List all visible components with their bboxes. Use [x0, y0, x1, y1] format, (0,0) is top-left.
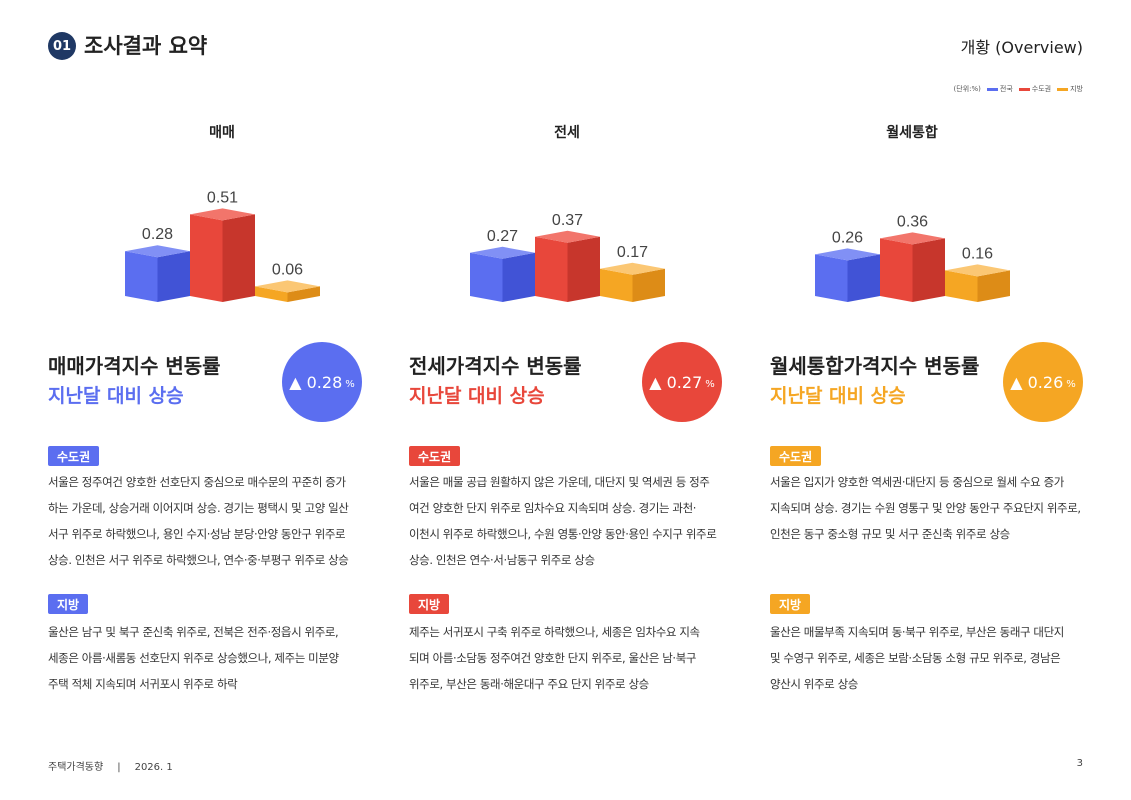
legend-swatch	[1018, 87, 1030, 91]
chart-title-monthly-rent: 월세통합	[886, 125, 938, 141]
data-label: 0.17	[617, 244, 648, 261]
bar-전국	[125, 245, 190, 302]
data-label: 0.36	[897, 213, 928, 230]
bar-지방	[600, 262, 665, 302]
bar-chart-jeonse: 0.27 0.37 0.17	[470, 212, 665, 302]
rate-value: ▲ 0.28	[289, 372, 343, 392]
legend-label: 전국	[999, 85, 1013, 93]
data-label: 0.27	[487, 228, 518, 245]
bar-전국	[815, 248, 880, 302]
legend-label: 지방	[1070, 85, 1083, 93]
rate-unit: %	[1066, 378, 1076, 390]
rate-unit: %	[705, 378, 715, 390]
rate-circle-jeonse: ▲ 0.27%	[642, 342, 722, 422]
chart-title-jeonse: 전세	[554, 125, 580, 141]
paragraph-capital-jeonse: 서울은 매물 공급 원활하지 않은 가운데, 대단지 및 역세권 등 정주 여건…	[409, 469, 727, 573]
text-line: 세종은 아름·새롬동 선호단지 위주로 상승했으나, 제주는 미분양	[48, 651, 339, 665]
legend: (단위:%) 전국 수도권 지방	[954, 84, 1083, 94]
bar-수도권	[535, 230, 600, 302]
page-category: 개황 (Overview)	[960, 38, 1083, 57]
text-line: 위주로, 부산은 동래·해운대구 주요 단지 위주로 상승	[409, 677, 649, 691]
data-label: 0.51	[207, 189, 238, 206]
data-label: 0.06	[272, 261, 303, 278]
legend-item-national: 전국	[986, 84, 1013, 94]
badge-region-sale: 지방	[48, 594, 89, 614]
rate-value: ▲ 0.27	[649, 372, 703, 392]
footer-date: 2026. 1	[134, 762, 173, 773]
text-line: 되며 아름·소담동 정주여건 양호한 단지 위주로, 울산은 남·북구	[409, 651, 697, 665]
text-line: 이천시 위주로 하락했으나, 수원 영통·안양 동안·용인 수지구 위주로	[409, 527, 717, 541]
bar-수도권	[190, 208, 255, 302]
text-line: 및 수영구 위주로, 세종은 보람·소담동 소형 규모 위주로, 경남은	[770, 651, 1061, 665]
text-line: 하는 가운데, 상승거래 이어지며 상승. 경기는 평택시 및 고양 일산	[48, 501, 349, 515]
section-title-monthly-rent: 월세통합가격지수 변동률	[770, 354, 980, 378]
section-subtitle-sale: 지난달 대비 상승	[48, 385, 184, 407]
bar-지방	[945, 264, 1010, 302]
text-line: 상승. 인천은 서구 위주로 하락했으나, 연수·중·부평구 위주로 상승	[48, 553, 349, 567]
data-label: 0.28	[142, 226, 173, 243]
badge-region-monthly-rent: 지방	[770, 594, 811, 614]
legend-swatch	[1057, 87, 1069, 91]
text-line: 지속되며 상승. 경기는 수원 영통구 및 안양 동안구 주요단지 위주로,	[770, 501, 1081, 515]
text-line: 서울은 입지가 양호한 역세권·대단지 등 중심으로 월세 수요 증가	[770, 475, 1064, 489]
paragraph-region-monthly-rent: 울산은 매물부족 지속되며 동·북구 위주로, 부산은 동래구 대단지 및 수영…	[770, 619, 1088, 697]
legend-unit: (단위:%)	[953, 85, 981, 93]
page-number: 3	[1076, 758, 1083, 769]
legend-swatch	[986, 87, 998, 91]
paragraph-region-sale: 울산은 남구 및 북구 준신축 위주로, 전북은 전주·정읍시 위주로, 세종은…	[48, 619, 366, 697]
bar-수도권	[880, 232, 945, 302]
rate-circle-sale: ▲ 0.28%	[282, 342, 362, 422]
text-line: 서구 위주로 하락했으나, 용인 수지·성남 분당·안양 동안구 위주로	[48, 527, 346, 541]
paragraph-region-jeonse: 제주는 서귀포시 구축 위주로 하락했으나, 세종은 임차수요 지속 되며 아름…	[409, 619, 727, 697]
section-title-sale: 매매가격지수 변동률	[48, 354, 221, 378]
bar-지방	[255, 280, 320, 302]
text-line: 인천은 동구 중소형 규모 및 서구 준신축 위주로 상승	[770, 527, 1010, 541]
rate-unit: %	[345, 378, 355, 390]
section-subtitle-monthly-rent: 지난달 대비 상승	[770, 385, 906, 407]
bar-전국	[470, 246, 535, 302]
footer: 주택가격동향 | 2026. 1	[48, 758, 173, 773]
data-label: 0.26	[832, 229, 863, 246]
legend-item-capital: 수도권	[1018, 84, 1052, 94]
text-line: 주택 적체 지속되며 서귀포시 위주로 하락	[48, 677, 238, 691]
badge-capital-jeonse: 수도권	[409, 446, 461, 466]
data-label: 0.37	[552, 212, 583, 229]
legend-label: 수도권	[1031, 85, 1052, 93]
paragraph-capital-monthly-rent: 서울은 입지가 양호한 역세권·대단지 등 중심으로 월세 수요 증가 지속되며…	[770, 469, 1088, 547]
text-line: 울산은 매물부족 지속되며 동·북구 위주로, 부산은 동래구 대단지	[770, 625, 1064, 639]
legend-item-region: 지방	[1057, 84, 1083, 94]
text-line: 양산시 위주로 상승	[770, 677, 858, 691]
data-label: 0.16	[962, 245, 993, 262]
bar-chart-monthly-rent: 0.26 0.36 0.16	[815, 213, 1010, 302]
rate-circle-monthly-rent: ▲ 0.26%	[1003, 342, 1083, 422]
section-title-jeonse: 전세가격지수 변동률	[409, 354, 582, 378]
page-title: 조사결과 요약	[84, 34, 208, 58]
badge-region-jeonse: 지방	[409, 594, 450, 614]
chart-title-sale: 매매	[209, 125, 235, 141]
rate-value: ▲ 0.26	[1010, 372, 1064, 392]
badge-capital-sale: 수도권	[48, 446, 100, 466]
footer-separator: |	[117, 762, 121, 773]
footer-publication: 주택가격동향	[48, 762, 104, 773]
section-number-badge: 01	[48, 32, 76, 60]
badge-capital-monthly-rent: 수도권	[770, 446, 822, 466]
text-line: 울산은 남구 및 북구 준신축 위주로, 전북은 전주·정읍시 위주로,	[48, 625, 339, 639]
text-line: 서울은 정주여건 양호한 선호단지 중심으로 매수문의 꾸준히 증가	[48, 475, 346, 489]
bar-chart-sale: 0.28 0.51 0.06	[125, 189, 320, 302]
paragraph-capital-sale: 서울은 정주여건 양호한 선호단지 중심으로 매수문의 꾸준히 증가 하는 가운…	[48, 469, 366, 573]
text-line: 상승. 인천은 연수·서·남동구 위주로 상승	[409, 553, 595, 567]
text-line: 제주는 서귀포시 구축 위주로 하락했으나, 세종은 임차수요 지속	[409, 625, 700, 639]
text-line: 여건 양호한 단지 위주로 임차수요 지속되며 상승. 경기는 과천·	[409, 501, 697, 515]
section-subtitle-jeonse: 지난달 대비 상승	[409, 385, 545, 407]
text-line: 서울은 매물 공급 원활하지 않은 가운데, 대단지 및 역세권 등 정주	[409, 475, 710, 489]
